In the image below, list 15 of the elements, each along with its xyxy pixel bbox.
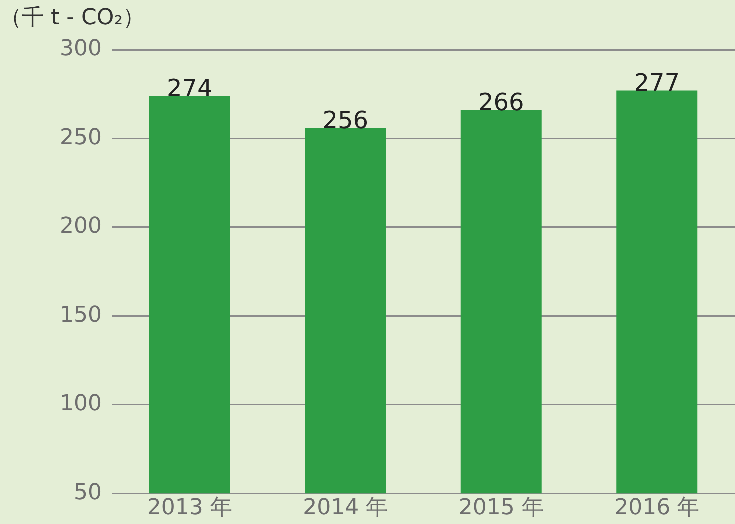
y-tick-label: 300 xyxy=(60,36,102,62)
x-tick-label: 2016 年 xyxy=(614,496,700,521)
data-label: 266 xyxy=(478,88,524,117)
x-tick-label: 2015 年 xyxy=(458,496,544,521)
data-label: 277 xyxy=(634,69,680,98)
x-tick-label: 2013 年 xyxy=(147,496,232,521)
y-tick-label: 100 xyxy=(60,392,102,417)
x-tick-label: 2014 年 xyxy=(303,496,388,521)
y-tick-label: 150 xyxy=(60,302,102,328)
y-tick-label: 200 xyxy=(60,214,102,240)
data-label: 274 xyxy=(166,74,213,102)
y-tick-label: 50 xyxy=(74,480,102,506)
y-axis-title: （千 t - CO₂） xyxy=(0,6,146,31)
y-tick-label: 250 xyxy=(60,125,102,150)
data-label: 256 xyxy=(322,106,369,134)
